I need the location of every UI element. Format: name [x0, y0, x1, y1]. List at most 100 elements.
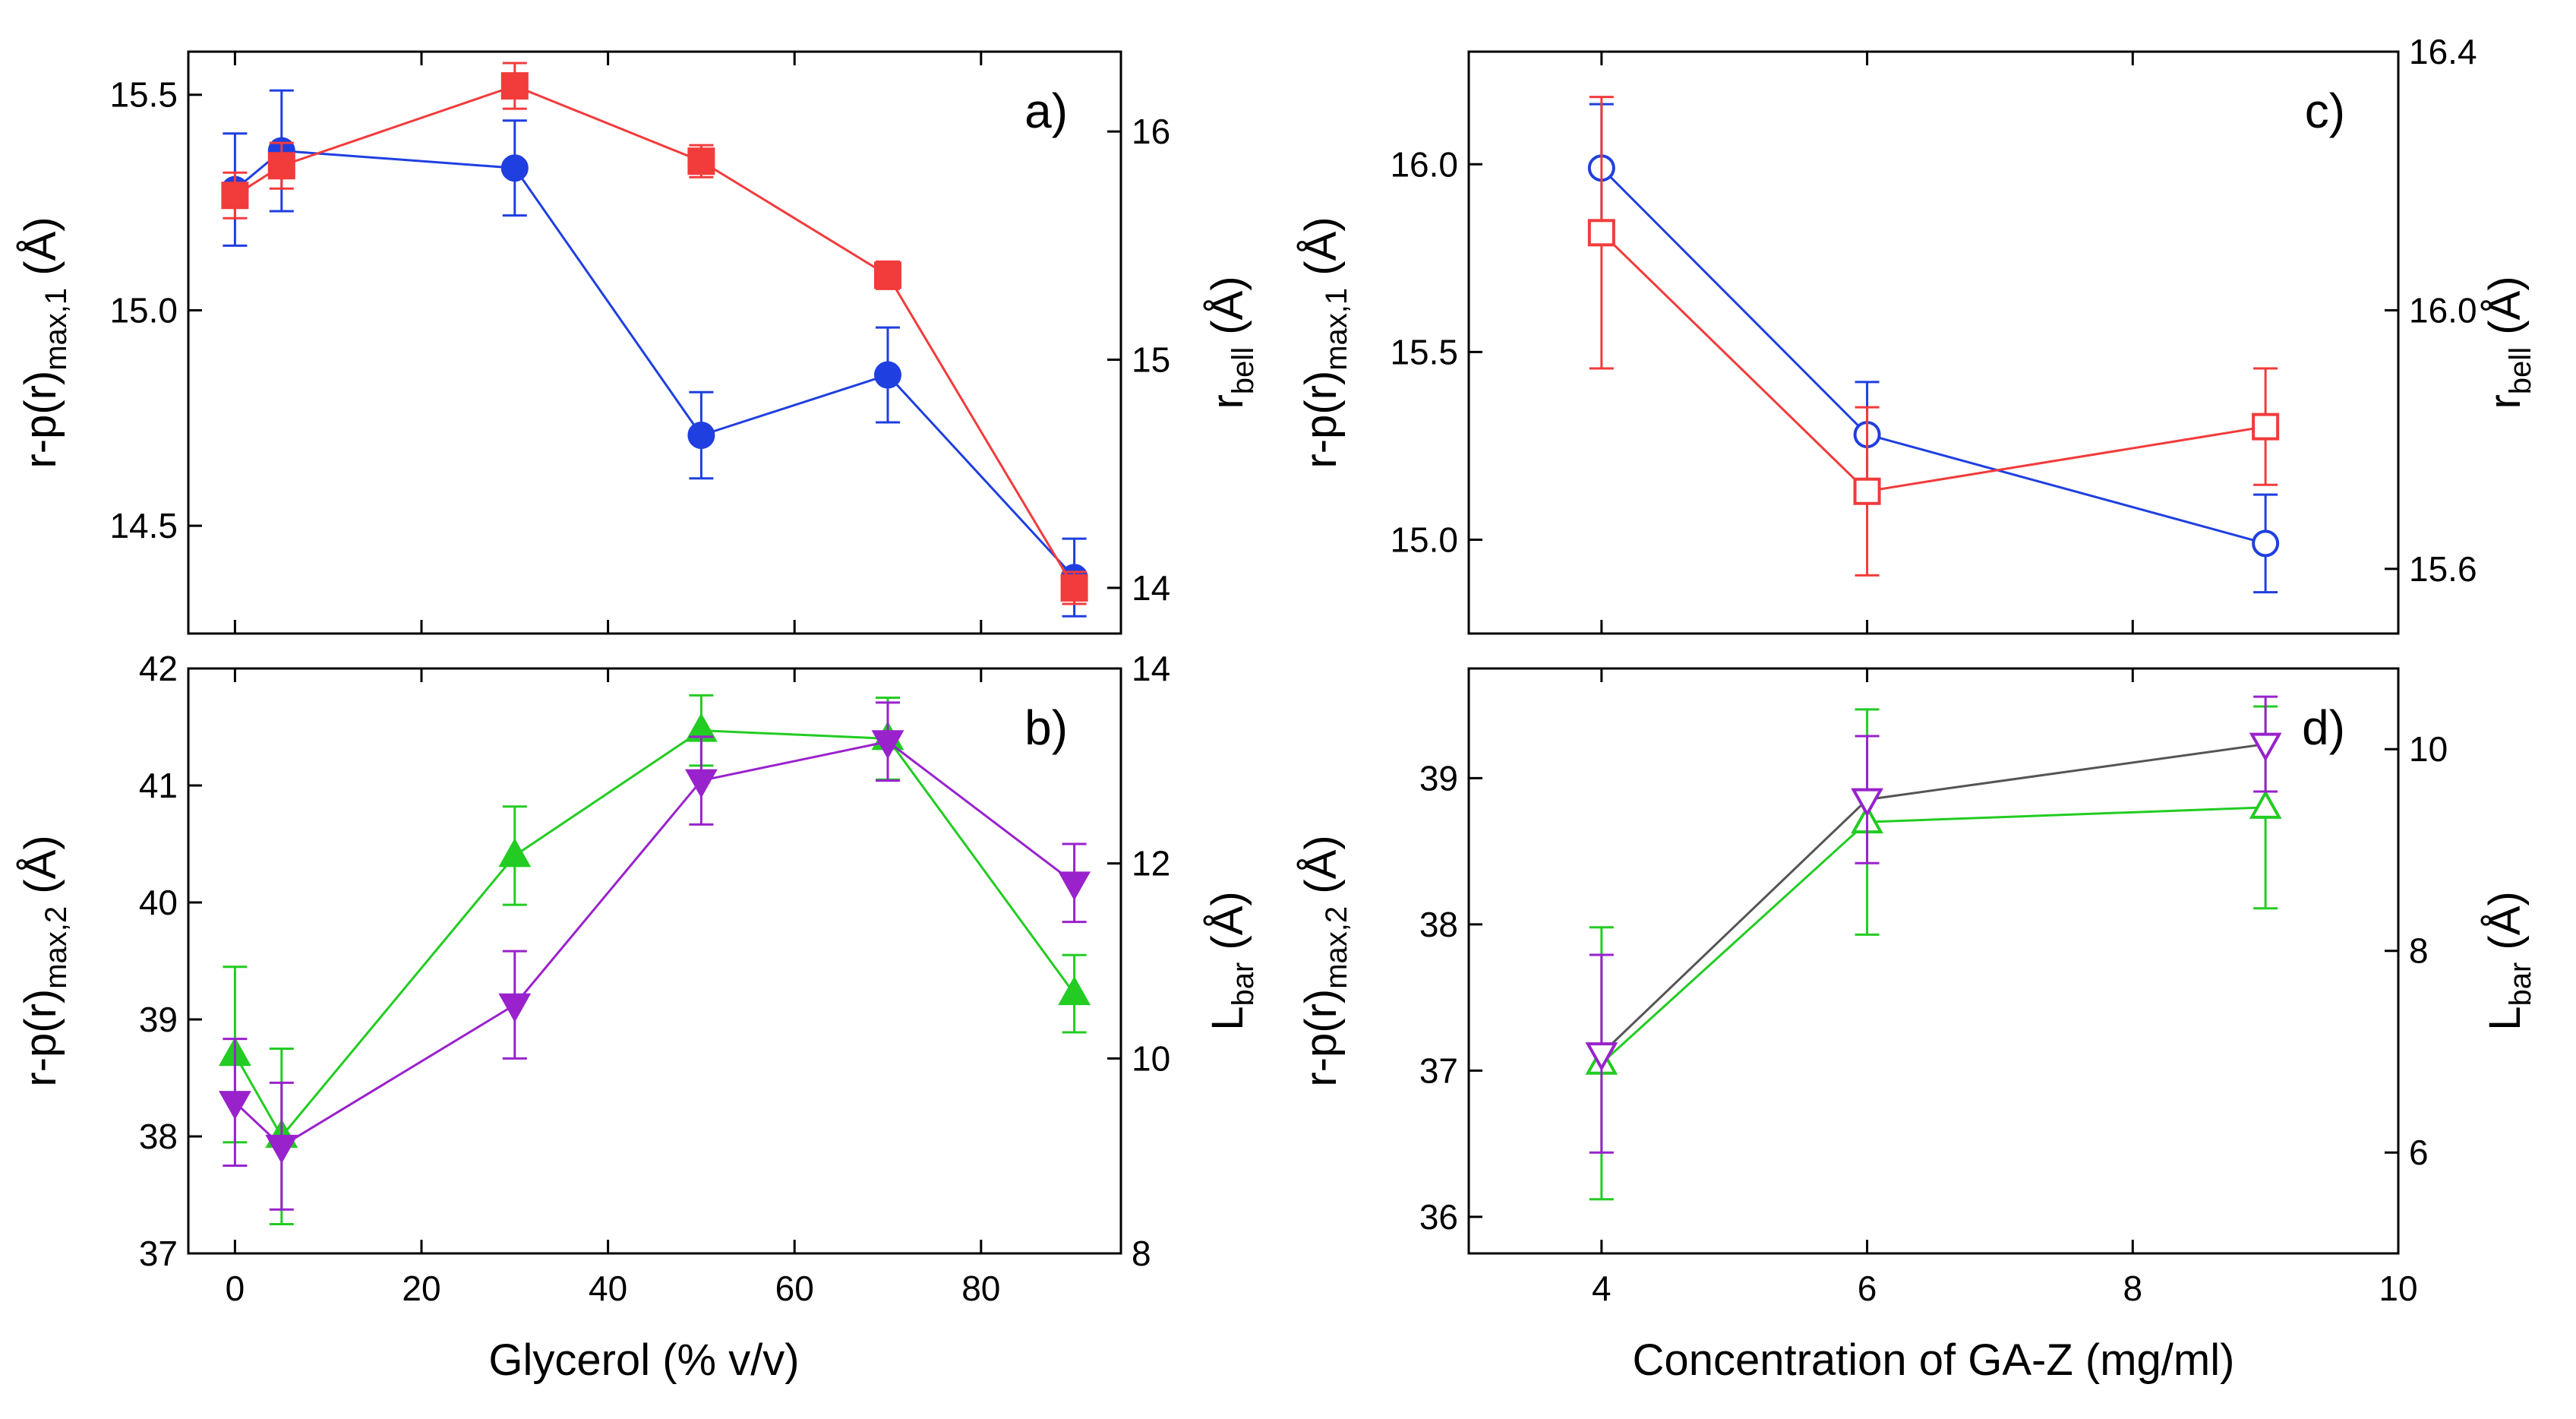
- data-point: [500, 72, 529, 100]
- y-axis-title-right: rbell (Å): [1203, 276, 1260, 409]
- x-tick-label: 0: [226, 1269, 245, 1308]
- y-tick-label-right: 10: [2409, 729, 2448, 769]
- y-axis-title-right-main: L: [2480, 1006, 2530, 1030]
- series-line: [234, 149, 1075, 579]
- y-axis-title-left-unit: (Å): [1296, 216, 1346, 287]
- x-tick-label: 4: [1592, 1269, 1612, 1308]
- data-point: [687, 147, 715, 175]
- data-point: [684, 769, 718, 798]
- y-tick-label-left: 15.5: [1390, 332, 1458, 371]
- panel-label: c): [2305, 84, 2345, 138]
- y-axis-title-left: r-p(r)max,2 (Å): [1296, 835, 1353, 1086]
- y-tick-label-left: 15.5: [109, 75, 178, 115]
- y-axis-title-right-unit: (Å): [1203, 276, 1252, 346]
- series-r-bell: [221, 62, 1088, 605]
- series-line: [234, 729, 1075, 1139]
- y-tick-label-left: 37: [139, 1234, 178, 1273]
- x-axis-title: Glycerol (% v/v): [488, 1335, 799, 1385]
- y-tick-label-left: 39: [139, 1000, 178, 1039]
- data-point: [1058, 871, 1091, 901]
- series-line: [234, 84, 1075, 589]
- series-r-p-r-max-2: [1585, 705, 2282, 1201]
- y-axis-title-left-sub: max,1: [1320, 288, 1353, 371]
- y-axis-title-left-unit: (Å): [16, 835, 65, 905]
- data-point: [500, 154, 529, 182]
- y-axis-title-left-sub: max,2: [1320, 906, 1353, 989]
- data-point: [1058, 976, 1091, 1006]
- plot-frame: [187, 50, 1122, 635]
- data-point: [265, 1134, 298, 1164]
- y-tick-label-left: 16.0: [1390, 144, 1458, 184]
- data-point: [221, 182, 249, 210]
- y-tick-label-right: 15: [1132, 340, 1170, 380]
- y-axis-title-left: r-p(r)max,1 (Å): [1296, 216, 1353, 468]
- y-axis-title-right-sub: bell: [1226, 347, 1260, 394]
- y-axis-title-right: Lbar (Å): [2480, 891, 2537, 1031]
- series-l-bar: [1585, 695, 2282, 1154]
- series-r-p-r-max-1: [221, 89, 1088, 618]
- x-tick-label: 80: [961, 1269, 1000, 1308]
- y-axis-title-right-main: r: [1203, 394, 1252, 409]
- data-point: [874, 261, 901, 289]
- series-r-bell: [1587, 96, 2280, 577]
- y-axis-title-right-unit: (Å): [2480, 276, 2530, 346]
- series-line: [234, 740, 1075, 1148]
- y-tick-label-right: 8: [1132, 1234, 1151, 1273]
- plot-frame: [1467, 667, 2400, 1255]
- data-point: [498, 838, 532, 868]
- y-axis-title-left-main: r-p(r): [16, 371, 65, 469]
- series-line: [1600, 806, 2266, 1064]
- data-point: [1853, 477, 1881, 505]
- y-tick-label-right: 14: [1132, 568, 1170, 608]
- y-tick-label-left: 41: [139, 766, 178, 805]
- y-tick-label-right: 6: [2409, 1133, 2429, 1172]
- y-axis-title-right-unit: (Å): [2480, 891, 2530, 962]
- y-tick-label-right: 10: [1132, 1038, 1170, 1078]
- y-tick-label-left: 38: [139, 1117, 178, 1156]
- panel-label: d): [2302, 700, 2345, 755]
- y-tick-label-right: 12: [1132, 844, 1170, 883]
- y-tick-label-right: 16.4: [2409, 32, 2477, 71]
- y-tick-label-left: 15.0: [1390, 520, 1458, 559]
- y-axis-title-right: Lbar (Å): [1203, 891, 1260, 1031]
- y-axis-title-right: rbell (Å): [2480, 276, 2537, 409]
- y-axis-title-left-sub: max,1: [39, 288, 73, 371]
- panel-label: a): [1024, 84, 1068, 138]
- y-axis-title-right-sub: bar: [1226, 962, 1260, 1007]
- data-point: [874, 361, 901, 389]
- y-axis-title-left-main: r-p(r): [1296, 989, 1346, 1087]
- data-point: [1851, 788, 1883, 817]
- y-tick-label-left: 15.0: [109, 290, 178, 330]
- x-tick-label: 20: [402, 1269, 440, 1308]
- y-axis-title-right-sub: bar: [2504, 962, 2537, 1007]
- series-r-p-r-max-2: [218, 694, 1091, 1225]
- data-point: [218, 1091, 251, 1120]
- y-axis-title-left-main: r-p(r): [1296, 371, 1346, 469]
- data-point: [2249, 789, 2282, 819]
- panel-label: b): [1024, 700, 1068, 755]
- y-tick-label-left: 42: [139, 649, 178, 688]
- data-point: [871, 730, 904, 760]
- y-axis-title-left-main: r-p(r): [16, 989, 65, 1087]
- y-tick-label-left: 36: [1419, 1197, 1458, 1237]
- x-axis-title: Concentration of GA-Z (mg/ml): [1633, 1335, 2235, 1385]
- series-line: [1600, 743, 2266, 1055]
- y-axis-title-right-main: r: [2480, 394, 2530, 409]
- x-tick-label: 6: [1858, 1269, 1877, 1308]
- data-point: [498, 993, 532, 1022]
- plot-frame: [1467, 50, 2400, 635]
- y-tick-label-right: 15.6: [2409, 549, 2477, 589]
- y-axis-title-left-unit: (Å): [1296, 835, 1346, 905]
- y-tick-label-right: 16: [1132, 112, 1170, 151]
- data-point: [267, 152, 295, 180]
- y-axis-title-left-unit: (Å): [16, 216, 65, 287]
- y-tick-label-left: 40: [139, 883, 178, 922]
- y-tick-label-left: 37: [1419, 1051, 1458, 1090]
- y-axis-title-right-main: L: [1203, 1006, 1252, 1030]
- y-axis-title-left: r-p(r)max,2 (Å): [16, 835, 73, 1086]
- y-tick-label-left: 39: [1419, 758, 1458, 798]
- data-point: [2252, 412, 2280, 441]
- x-tick-label: 10: [2379, 1269, 2417, 1308]
